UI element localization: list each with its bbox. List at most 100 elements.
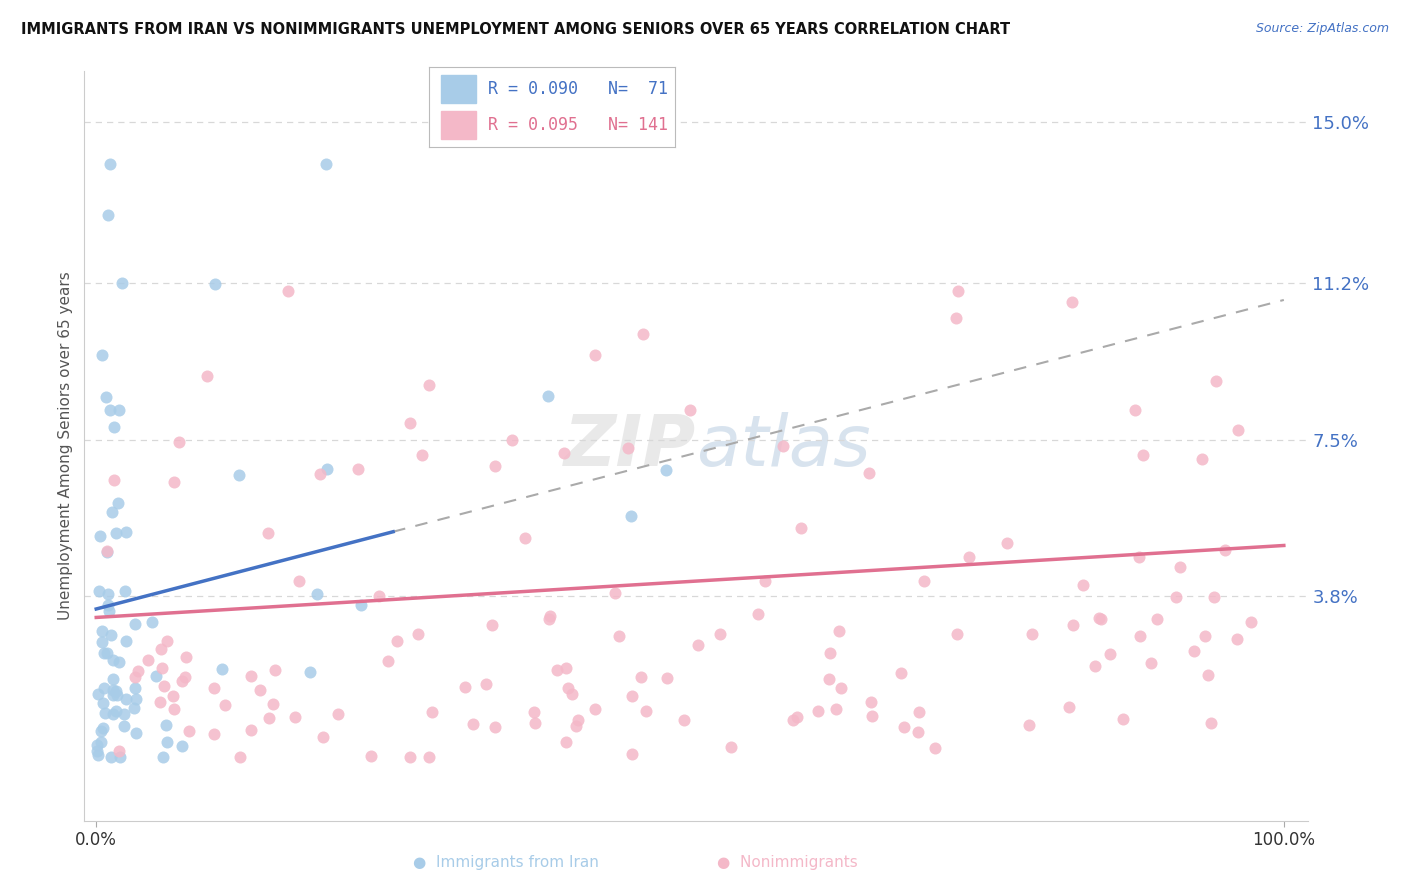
Point: [368, 589, 391, 603]
Point: [163, 702, 186, 716]
Point: [1021, 627, 1043, 641]
Point: [554, 661, 576, 675]
Point: [1084, 659, 1107, 673]
Point: [103, 706, 125, 721]
Point: [346, 462, 368, 476]
Point: [1018, 718, 1040, 732]
Point: [1088, 611, 1111, 625]
Point: [89, 529, 111, 543]
Point: [620, 747, 643, 761]
Point: [156, 634, 179, 648]
Point: [1129, 629, 1152, 643]
Point: [93, 681, 115, 695]
Point: [377, 654, 399, 668]
Point: [112, 719, 135, 733]
Point: [1240, 615, 1263, 629]
Point: [124, 617, 146, 632]
Point: [127, 664, 149, 678]
Point: [817, 672, 839, 686]
Point: [772, 439, 794, 453]
Point: [240, 723, 263, 738]
Point: [91, 634, 114, 648]
Point: [1062, 617, 1084, 632]
Point: [828, 624, 851, 639]
Point: [316, 462, 339, 476]
Point: [114, 692, 136, 706]
Point: [782, 713, 804, 727]
Point: [475, 677, 498, 691]
Point: [96, 646, 118, 660]
Point: [555, 735, 578, 749]
Point: [858, 466, 880, 480]
Point: [807, 705, 830, 719]
Point: [263, 663, 285, 677]
Bar: [441, 75, 475, 103]
Point: [284, 709, 307, 723]
Point: [453, 681, 475, 695]
Point: [93, 646, 115, 660]
Point: [946, 627, 969, 641]
Point: [420, 706, 443, 720]
Point: [87, 687, 110, 701]
Point: [145, 668, 167, 682]
Text: atlas: atlas: [696, 411, 870, 481]
Point: [946, 285, 969, 299]
Point: [1099, 647, 1122, 661]
Point: [108, 743, 131, 757]
Point: [360, 749, 382, 764]
Point: [557, 681, 579, 695]
Point: [107, 655, 129, 669]
Text: Source: ZipAtlas.com: Source: ZipAtlas.com: [1256, 22, 1389, 36]
Point: [607, 629, 630, 643]
Point: [197, 369, 219, 384]
Point: [277, 285, 299, 299]
Point: [418, 377, 440, 392]
Point: [399, 416, 422, 430]
Point: [101, 682, 124, 697]
Point: [101, 653, 124, 667]
Point: [97, 604, 120, 618]
Point: [97, 598, 120, 612]
Point: [501, 433, 523, 447]
Point: [103, 420, 125, 434]
Point: [104, 683, 127, 698]
Point: [830, 681, 852, 695]
Point: [754, 574, 776, 588]
Point: [957, 549, 980, 564]
Point: [204, 277, 226, 292]
Point: [995, 536, 1018, 550]
Point: [818, 646, 841, 660]
Point: [91, 624, 114, 639]
Point: [893, 720, 915, 734]
Point: [108, 750, 131, 764]
Point: [288, 574, 311, 588]
Point: [1168, 560, 1191, 574]
Point: [655, 463, 678, 477]
Point: [1205, 374, 1227, 388]
Point: [156, 735, 179, 749]
Point: [101, 505, 124, 519]
Point: [620, 509, 643, 524]
Point: [328, 706, 350, 721]
Point: [679, 403, 702, 417]
Point: [114, 633, 136, 648]
Text: R = 0.090   N=  71: R = 0.090 N= 71: [488, 80, 668, 98]
Point: [1140, 657, 1163, 671]
Point: [1123, 403, 1146, 417]
Point: [298, 665, 321, 679]
Y-axis label: Unemployment Among Seniors over 65 years: Unemployment Among Seniors over 65 years: [58, 272, 73, 620]
Point: [1060, 295, 1083, 310]
Point: [720, 739, 742, 754]
Point: [177, 723, 200, 738]
Point: [115, 525, 138, 540]
Point: [630, 670, 652, 684]
Point: [86, 744, 108, 758]
Text: ZIP: ZIP: [564, 411, 696, 481]
Point: [170, 739, 193, 754]
Point: [94, 706, 117, 720]
Point: [153, 679, 176, 693]
Point: [103, 473, 125, 487]
Point: [249, 683, 271, 698]
Point: [124, 670, 146, 684]
Point: [90, 723, 112, 738]
